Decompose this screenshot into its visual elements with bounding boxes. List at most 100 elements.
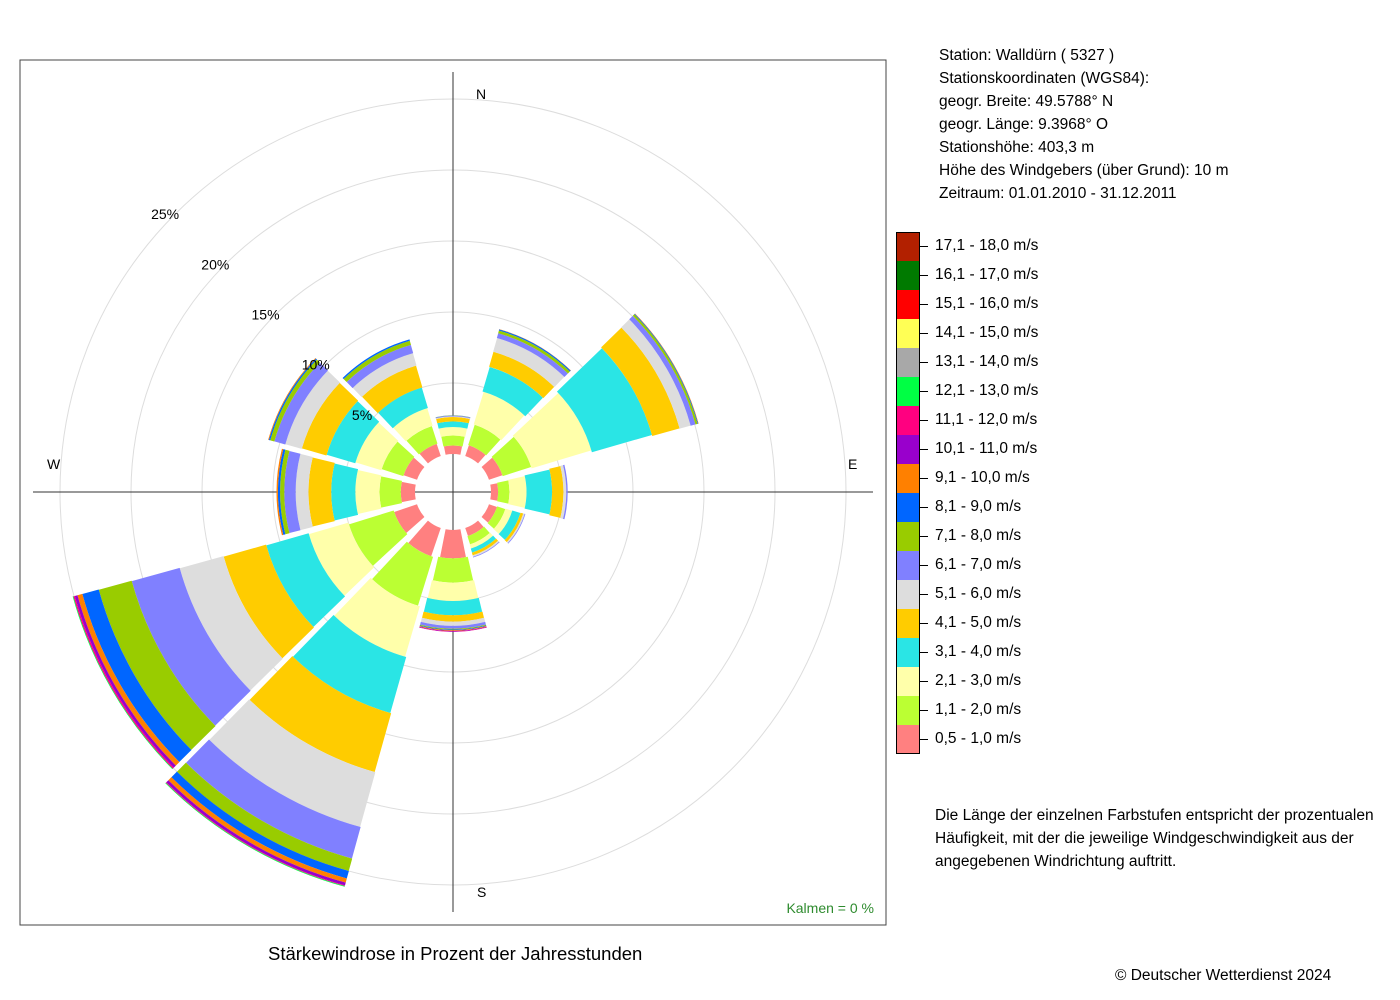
sector-210-speed-class-4 <box>249 656 392 773</box>
sector-0-speed-class-0 <box>443 445 463 455</box>
sector-210-speed-class-0 <box>408 520 441 557</box>
sector-240-speed-class-2 <box>308 522 375 596</box>
sector-150-speed-class-1 <box>467 526 490 545</box>
sector-90-speed-class-4 <box>549 466 564 518</box>
ring-label: 15% <box>252 307 280 323</box>
legend-tick <box>920 681 928 682</box>
legend-tick <box>920 420 928 421</box>
sector-0-speed-class-7 <box>435 415 471 418</box>
legend-label: 8,1 - 9,0 m/s <box>935 498 1022 515</box>
legend-swatch <box>896 696 920 725</box>
legend-tick <box>920 594 928 595</box>
legend-tick <box>920 246 928 247</box>
sector-30-speed-class-1 <box>468 424 501 456</box>
sector-0-speed-class-4 <box>436 417 470 424</box>
sector-180-speed-class-11 <box>419 627 487 632</box>
sector-330-speed-class-3 <box>378 387 428 429</box>
legend-tick <box>920 362 928 363</box>
sector-90-speed-class-3 <box>524 469 553 515</box>
sector-240-speed-class-1 <box>348 510 408 566</box>
sector-0-speed-class-2 <box>438 427 468 437</box>
sector-90-speed-class-5 <box>560 465 567 519</box>
legend-swatch <box>896 290 920 319</box>
sector-60-speed-class-6 <box>629 315 696 426</box>
sector-120-speed-class-2 <box>493 508 513 534</box>
sector-270-speed-class-9 <box>276 448 284 536</box>
legend-swatch <box>896 406 920 435</box>
sector-90-speed-class-1 <box>497 480 510 504</box>
time-period: Zeitraum: 01.01.2010 - 31.12.2011 <box>939 185 1177 202</box>
legend-label: 16,1 - 17,0 m/s <box>935 266 1039 283</box>
sector-300-speed-class-4 <box>301 382 359 456</box>
legend-tick <box>920 623 928 624</box>
sector-60-speed-class-4 <box>601 327 680 437</box>
legend-label: 13,1 - 14,0 m/s <box>935 353 1039 370</box>
sector-270-speed-class-8 <box>277 449 286 535</box>
sector-300-speed-class-7 <box>270 359 320 442</box>
wind-rose-chart: 5% 10% 15% 20% 25% N E S W Kalmen = 0 % <box>19 59 887 926</box>
sector-210-speed-class-6 <box>186 739 361 859</box>
legend-tick <box>920 565 928 566</box>
ring-label: 5% <box>352 407 372 423</box>
sector-300-speed-class-3 <box>326 401 380 464</box>
station-latitude: geogr. Breite: 49.5788° N <box>939 93 1114 110</box>
sector-180-speed-class-9 <box>419 626 487 631</box>
sector-120-speed-class-5 <box>506 513 525 544</box>
legend-tick <box>920 304 928 305</box>
legend-tick <box>920 275 928 276</box>
sector-60-speed-class-1 <box>491 436 532 477</box>
legend-label: 1,1 - 2,0 m/s <box>935 701 1022 718</box>
sector-30-speed-class-6 <box>496 333 568 378</box>
sector-270-speed-class-3 <box>331 463 359 521</box>
sector-330-speed-class-6 <box>346 344 414 389</box>
sector-180-speed-class-10 <box>419 626 487 632</box>
sector-30-speed-class-2 <box>473 391 525 441</box>
sector-270-speed-class-5 <box>295 453 313 531</box>
sector-30-speed-class-7 <box>498 330 570 374</box>
sector-270-speed-class-6 <box>284 450 301 534</box>
sector-300-speed-class-0 <box>403 457 425 480</box>
legend-tick <box>920 333 928 334</box>
sector-210-speed-class-8 <box>171 771 349 879</box>
sector-180-speed-class-0 <box>440 529 466 559</box>
legend-tick <box>920 507 928 508</box>
legend-tick <box>920 449 928 450</box>
sector-270-speed-class-4 <box>308 457 335 527</box>
sector-0-speed-class-8 <box>435 415 471 418</box>
sector-90-speed-class-0 <box>490 483 499 501</box>
sector-30-speed-class-3 <box>482 366 543 417</box>
ring-label: 25% <box>151 206 179 222</box>
sector-240-speed-class-0 <box>394 504 425 533</box>
sector-150-speed-class-2 <box>469 532 493 549</box>
sector-210-speed-class-5 <box>209 699 376 827</box>
legend-swatch <box>896 348 920 377</box>
legend-label: 6,1 - 7,0 m/s <box>935 556 1022 573</box>
sector-60-speed-class-2 <box>512 392 592 469</box>
chart-caption: Stärkewindrose in Prozent der Jahresstun… <box>268 943 643 964</box>
explanation-note: Die Länge der einzelnen Farbstufen entsp… <box>935 807 1374 870</box>
sector-60-speed-class-0 <box>481 457 503 480</box>
sector-210-speed-class-1 <box>372 541 434 606</box>
sector-180-speed-class-4 <box>422 611 484 622</box>
legend-tick <box>920 478 928 479</box>
sector-30-speed-class-4 <box>489 351 555 399</box>
sector-180-speed-class-2 <box>427 580 479 601</box>
ring-label: 20% <box>201 256 229 272</box>
sector-270-speed-class-2 <box>355 469 382 515</box>
sector-330-speed-class-7 <box>343 340 411 383</box>
legend-swatch <box>896 464 920 493</box>
sector-330-speed-class-2 <box>393 408 433 442</box>
compass-south-label: S <box>477 884 486 900</box>
sector-0-speed-class-6 <box>435 415 471 419</box>
sector-210-speed-class-3 <box>292 615 407 713</box>
sector-30-speed-class-0 <box>465 445 486 464</box>
sector-300-speed-class-5 <box>285 370 341 449</box>
legend-label: 7,1 - 8,0 m/s <box>935 527 1022 544</box>
sector-300-speed-class-2 <box>355 422 399 471</box>
sector-210-speed-class-7 <box>176 762 353 871</box>
legend-tick <box>920 536 928 537</box>
legend-tick <box>920 710 928 711</box>
station-name: Station: Walldürn ( 5327 ) <box>939 47 1115 64</box>
sector-300-speed-class-6 <box>274 362 328 445</box>
legend-label: 14,1 - 15,0 m/s <box>935 324 1039 341</box>
